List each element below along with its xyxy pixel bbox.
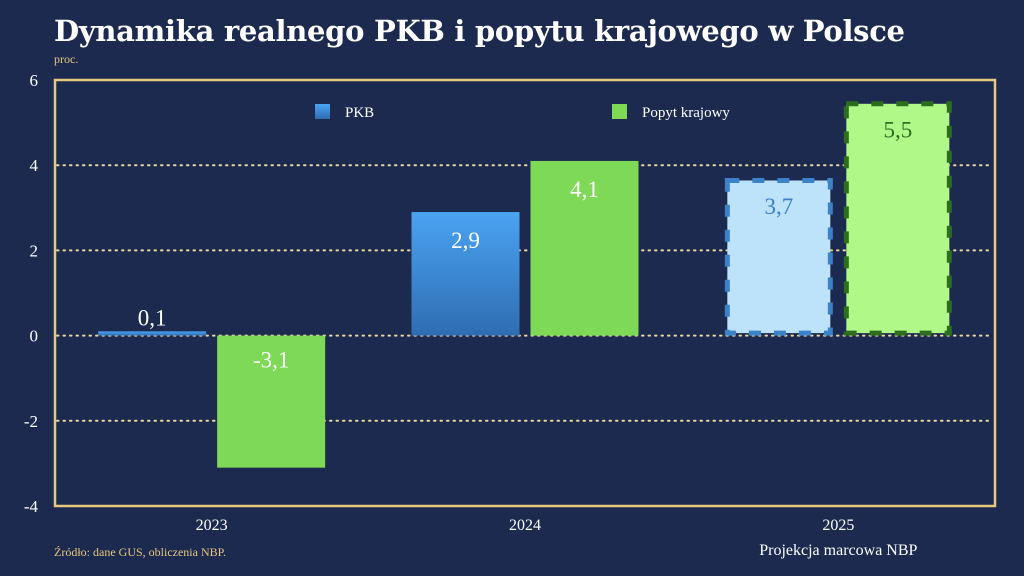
y-tick-label: -4: [24, 497, 39, 516]
x-tick-sublabel: Projekcja marcowa NBP: [759, 542, 917, 559]
bar-popyt-2024: [530, 160, 639, 336]
legend-swatch-popyt: [612, 104, 627, 119]
bar-popyt-2025: [843, 101, 952, 336]
y-axis-unit: proc.: [54, 52, 79, 66]
y-tick-label: 2: [30, 241, 39, 260]
y-tick-label: -2: [24, 412, 38, 431]
bar-pkb-2025: [724, 177, 833, 336]
data-label: 4,1: [570, 177, 599, 202]
data-label: -3,1: [253, 348, 289, 373]
x-tick-label: 2025: [822, 517, 854, 534]
y-tick-label: 4: [30, 156, 39, 175]
data-label: 2,9: [451, 228, 480, 253]
plot-frame: [53, 78, 997, 508]
bar-pkb-2023: [98, 331, 207, 336]
x-tick-label: 2023: [196, 517, 228, 534]
legend-label: PKB: [345, 105, 374, 121]
y-tick-label: 0: [30, 327, 39, 346]
x-tick-label: 2024: [509, 517, 541, 534]
data-label: 5,5: [883, 117, 912, 142]
bar-popyt-2023: [217, 335, 326, 468]
bar-pkb-2024: [411, 212, 520, 336]
chart-title: Dynamika realnego PKB i popytu krajowego…: [54, 14, 905, 48]
y-tick-label: 6: [30, 71, 39, 90]
source-note: Źródło: dane GUS, obliczenia NBP.: [54, 545, 226, 559]
legend-swatch-pkb: [315, 104, 330, 119]
data-label: 3,7: [764, 194, 793, 219]
legend-label: Popyt krajowy: [642, 105, 730, 121]
data-label: 0,1: [138, 305, 167, 330]
